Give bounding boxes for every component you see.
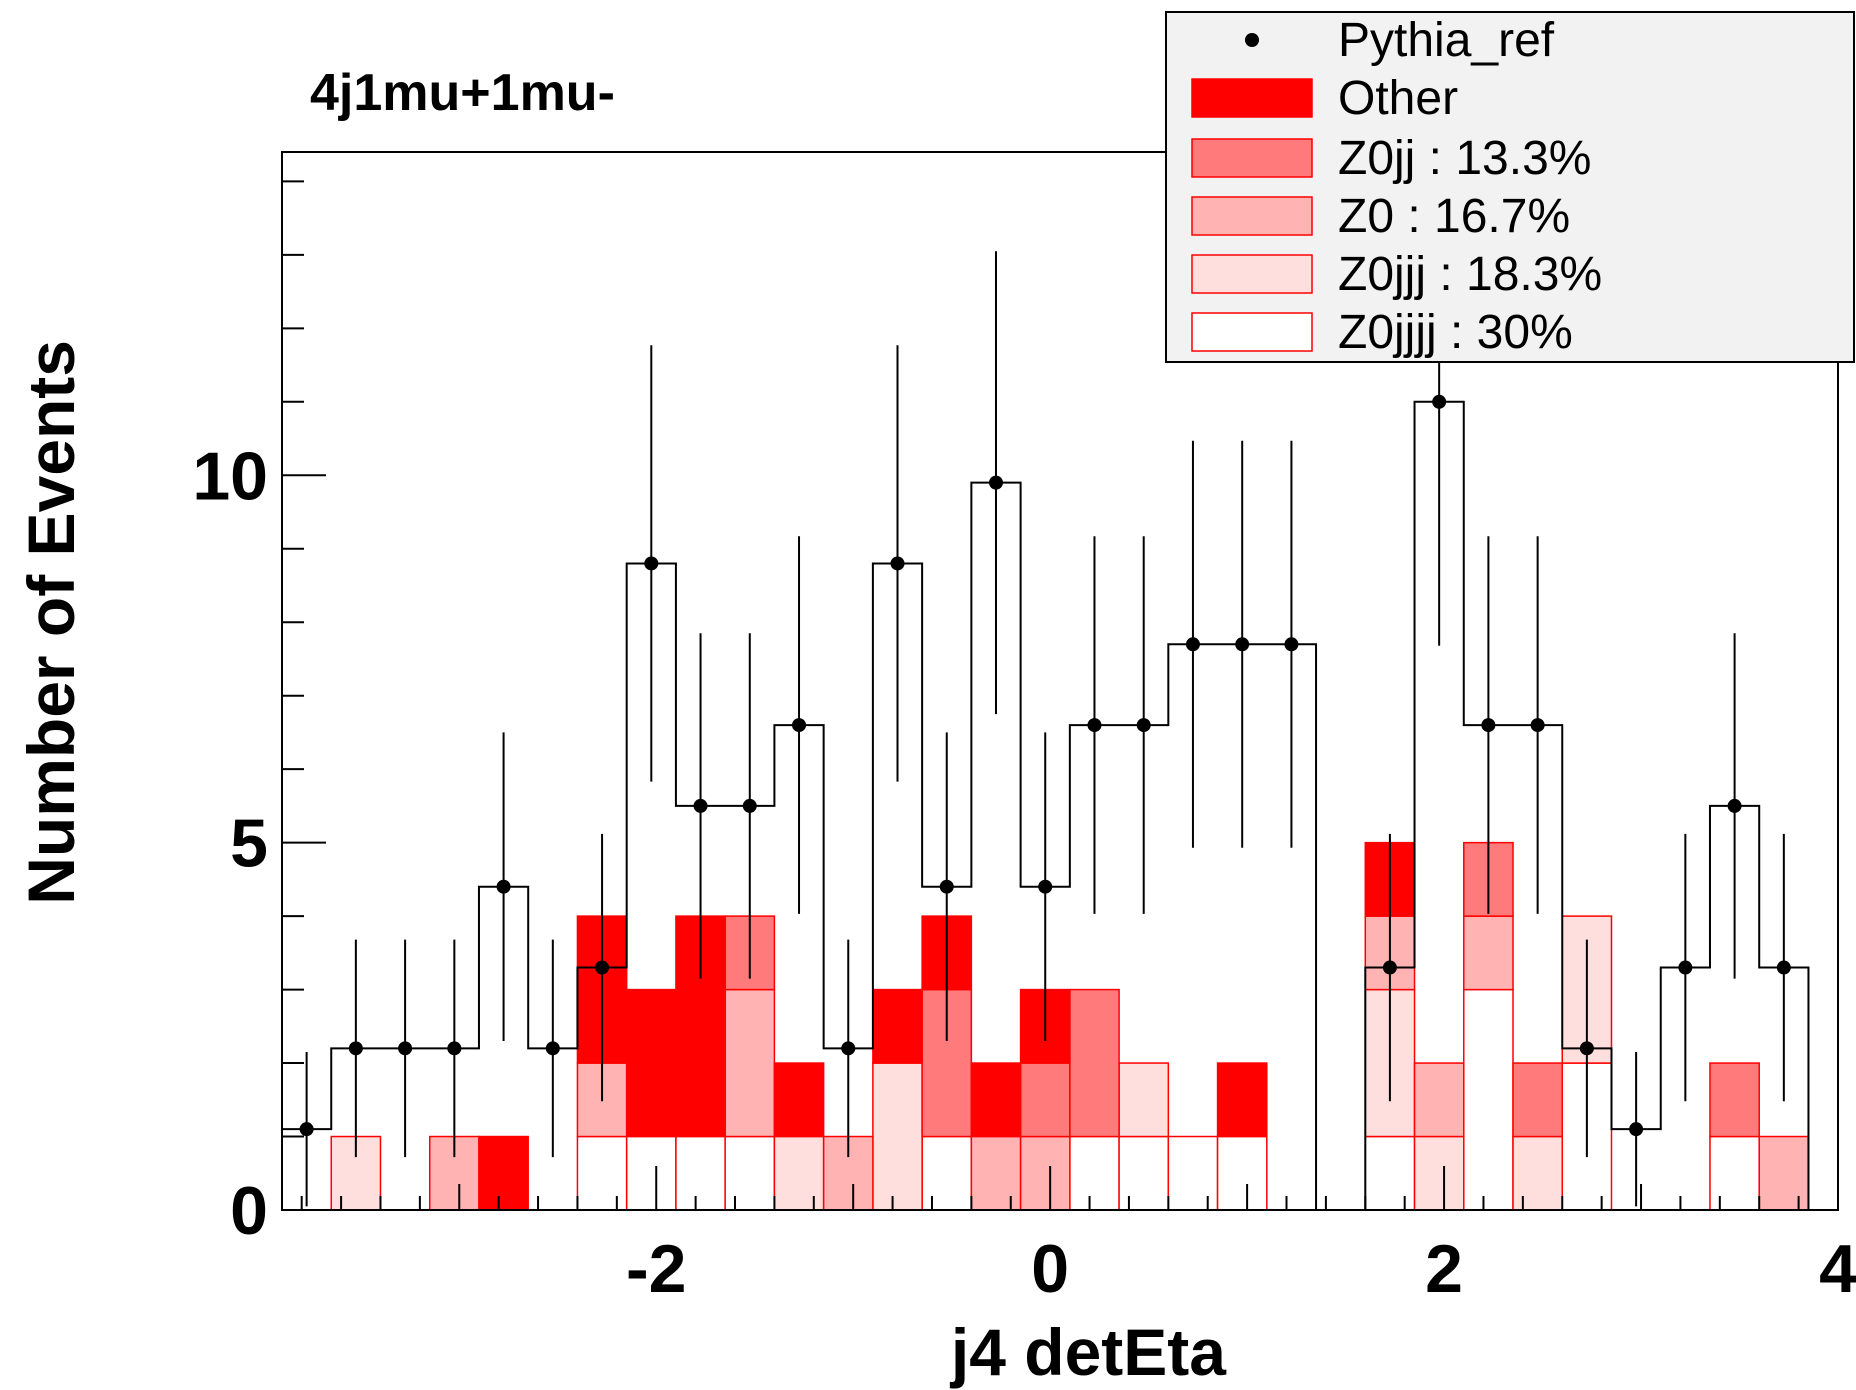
bar-0-bin-24 — [1463, 988, 1514, 1211]
ref-point-29 — [1727, 798, 1742, 813]
bar-0-bin-16 — [1069, 1135, 1120, 1211]
bar-1-bin-23 — [1413, 1135, 1465, 1211]
ref-point-2 — [398, 1041, 413, 1056]
bar-0-bin-29 — [1709, 1135, 1760, 1211]
ref-point-19 — [1235, 637, 1250, 652]
bar-1-bin-12 — [872, 1062, 923, 1211]
x-tick-label-1: 0 — [1031, 1231, 1069, 1307]
x-axis-title: j4 detEta — [949, 1315, 1227, 1389]
ref-point-6 — [595, 960, 610, 975]
axis-labels: -2 0 2 4 0 5 10 — [192, 438, 1856, 1307]
ref-point-13 — [939, 879, 954, 894]
ref-point-26 — [1579, 1041, 1594, 1056]
reference-step-line — [281, 400, 1810, 1211]
bar-4-bin-10 — [773, 1062, 825, 1138]
ref-point-1 — [348, 1041, 363, 1056]
y-tick-label-2: 10 — [192, 438, 268, 514]
bar-3-bin-25 — [1512, 1062, 1564, 1138]
ref-point-9 — [742, 798, 757, 813]
bar-0-bin-19 — [1216, 1135, 1268, 1211]
legend-swatch-1 — [1191, 78, 1313, 118]
legend-label-4: Z0jjj : 18.3% — [1338, 248, 1602, 301]
x-tick-label-0: -2 — [626, 1231, 686, 1307]
legend-label-5: Z0jjjj : 30% — [1338, 306, 1573, 359]
bar-4-bin-12 — [872, 988, 923, 1064]
y-axis-title: Number of Events — [14, 340, 88, 905]
bar-1-bin-25 — [1512, 1135, 1564, 1211]
ref-point-12 — [890, 556, 905, 571]
ref-point-8 — [693, 798, 708, 813]
y-tick-label-1: 5 — [230, 806, 268, 882]
bar-0-bin-18 — [1167, 1135, 1219, 1211]
ref-point-23 — [1432, 394, 1447, 409]
ref-point-24 — [1481, 718, 1496, 733]
legend-swatch-4 — [1191, 254, 1313, 294]
reference-histogram — [281, 157, 1810, 1211]
bar-3-bin-15 — [1019, 1062, 1071, 1138]
ref-point-27 — [1629, 1122, 1644, 1137]
ref-point-22 — [1382, 960, 1397, 975]
axis-ticks — [282, 180, 1839, 1211]
bar-2-bin-24 — [1463, 915, 1514, 991]
ref-point-18 — [1185, 637, 1200, 652]
legend-label-1: Other — [1338, 72, 1458, 125]
ref-point-16 — [1087, 718, 1102, 733]
bar-0-bin-8 — [675, 1135, 726, 1211]
ref-point-4 — [496, 879, 511, 894]
ref-point-0 — [299, 1122, 314, 1137]
legend-label-0: Pythia_ref — [1338, 14, 1555, 67]
ref-point-11 — [841, 1041, 856, 1056]
bar-1-bin-10 — [773, 1135, 825, 1211]
ref-point-7 — [644, 556, 659, 571]
legend-swatch-3 — [1191, 196, 1313, 236]
ref-point-3 — [447, 1041, 462, 1056]
ref-point-20 — [1284, 637, 1299, 652]
legend-swatch-5 — [1191, 312, 1313, 352]
ref-point-15 — [1038, 879, 1053, 894]
bar-3-bin-16 — [1069, 988, 1120, 1138]
bar-1-bin-17 — [1118, 1062, 1170, 1138]
ref-point-5 — [545, 1041, 560, 1056]
stacked-bars — [330, 841, 1810, 1211]
legend-label-2: Z0jj : 13.3% — [1338, 132, 1591, 185]
bar-4-bin-14 — [970, 1062, 1022, 1138]
y-tick-label-0: 0 — [230, 1173, 268, 1249]
bar-0-bin-17 — [1118, 1135, 1170, 1211]
bar-2-bin-23 — [1413, 1062, 1465, 1138]
ref-point-14 — [988, 475, 1003, 490]
bar-4-bin-4 — [478, 1135, 529, 1211]
bar-2-bin-15 — [1019, 1135, 1071, 1211]
ref-point-17 — [1136, 718, 1151, 733]
bar-4-bin-19 — [1216, 1062, 1268, 1138]
bar-0-bin-13 — [921, 1135, 973, 1211]
ref-point-10 — [792, 718, 807, 733]
bar-0-bin-7 — [625, 1135, 677, 1211]
legend-label-3: Z0 : 16.7% — [1338, 190, 1570, 243]
plot-frame — [281, 151, 1839, 1211]
bar-2-bin-9 — [724, 988, 776, 1138]
bar-2-bin-14 — [970, 1135, 1022, 1211]
x-tick-label-2: 2 — [1425, 1231, 1463, 1307]
legend-marker-0 — [1245, 33, 1259, 47]
ref-point-25 — [1530, 718, 1545, 733]
bar-4-bin-7 — [625, 988, 677, 1138]
plot-title: 4j1mu+1mu- — [310, 64, 615, 122]
bar-2-bin-30 — [1758, 1135, 1810, 1211]
bar-3-bin-29 — [1709, 1062, 1760, 1138]
bar-0-bin-22 — [1364, 1135, 1416, 1211]
ref-point-28 — [1678, 960, 1693, 975]
legend-box — [1165, 11, 1855, 363]
bar-0-bin-6 — [576, 1135, 628, 1211]
bar-0-bin-9 — [724, 1135, 776, 1211]
x-tick-label-3: 4 — [1819, 1231, 1856, 1307]
legend-swatch-2 — [1191, 138, 1313, 178]
ref-point-30 — [1776, 960, 1791, 975]
